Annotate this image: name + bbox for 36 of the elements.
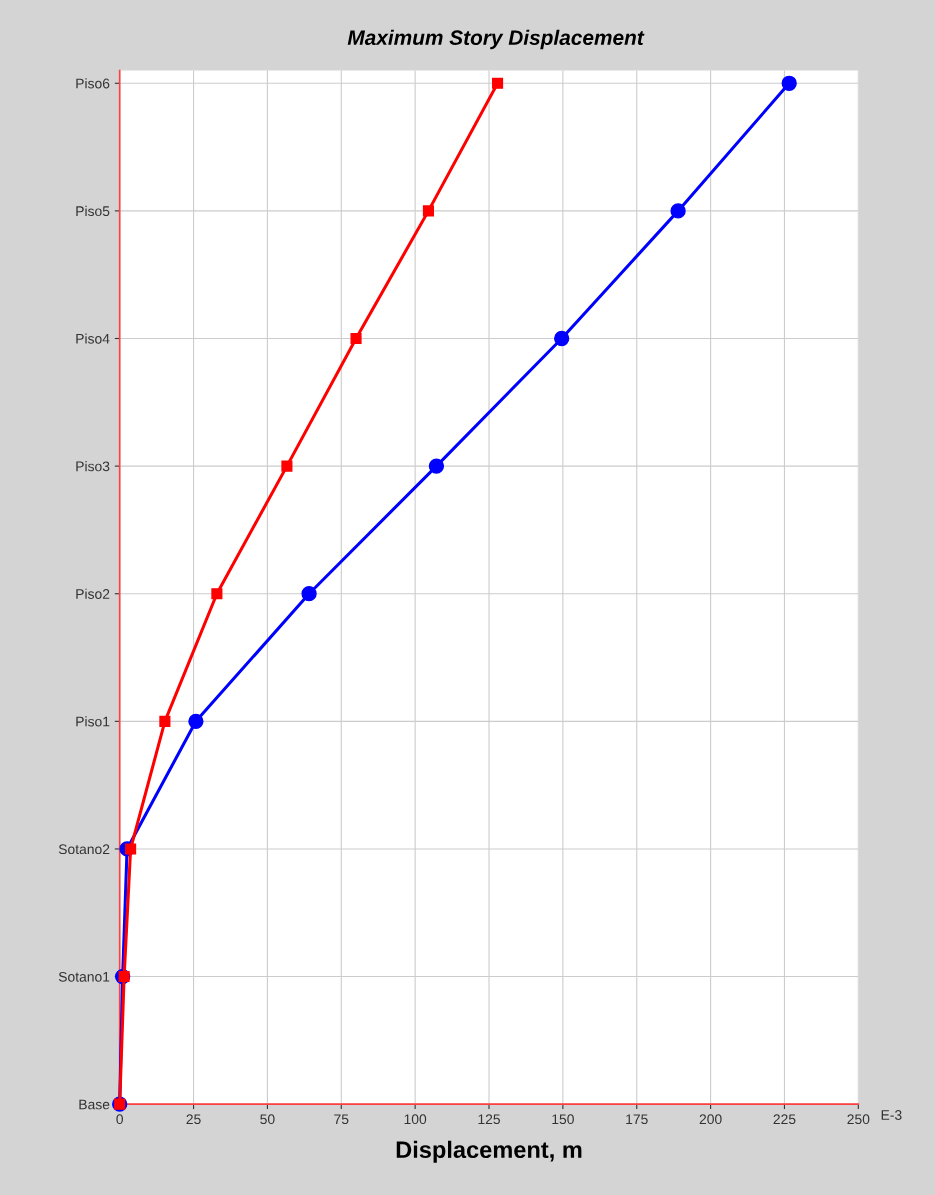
y-tick-label: Piso1 — [76, 716, 110, 727]
x-tick-label: 200 — [699, 1114, 722, 1125]
point — [125, 843, 137, 855]
y-tick-label: Sotano1 — [58, 971, 110, 982]
y-tick-label: Sotano2 — [58, 844, 110, 855]
point — [670, 203, 686, 219]
text: E-3 — [881, 1110, 902, 1120]
x-tick-label: 125 — [478, 1114, 501, 1125]
x-tick-label: 100 — [404, 1114, 427, 1125]
x-tick-label: 0 — [116, 1114, 123, 1125]
y-tick-label: Piso4 — [76, 333, 110, 344]
point — [781, 75, 797, 91]
x-tick-label: 175 — [626, 1114, 648, 1125]
x-tick-label: 50 — [260, 1114, 275, 1125]
y-tick-label: Piso6 — [76, 78, 110, 89]
point — [492, 77, 504, 89]
x-tick-label: 150 — [552, 1114, 574, 1125]
point — [554, 330, 570, 347]
point — [159, 715, 171, 727]
y-tick-label: Base — [79, 1099, 110, 1110]
point — [281, 460, 293, 472]
point — [188, 713, 204, 729]
point — [350, 332, 362, 345]
x-tick-label: 25 — [186, 1114, 201, 1125]
point — [428, 458, 445, 474]
point — [211, 588, 223, 600]
point — [301, 586, 317, 602]
x-tick-label: 75 — [334, 1114, 349, 1125]
x-axis-title: Displacement, m — [396, 1140, 582, 1163]
y-tick-label: Piso3 — [76, 461, 110, 472]
chart-title: Maximum Story Displacement — [347, 29, 645, 50]
y-tick-label: Piso2 — [76, 588, 110, 599]
y-tick-label: Piso5 — [76, 205, 110, 217]
point — [422, 205, 434, 217]
x-tick-label: 225 — [773, 1114, 796, 1125]
x-tick-label: 250 — [847, 1114, 870, 1125]
